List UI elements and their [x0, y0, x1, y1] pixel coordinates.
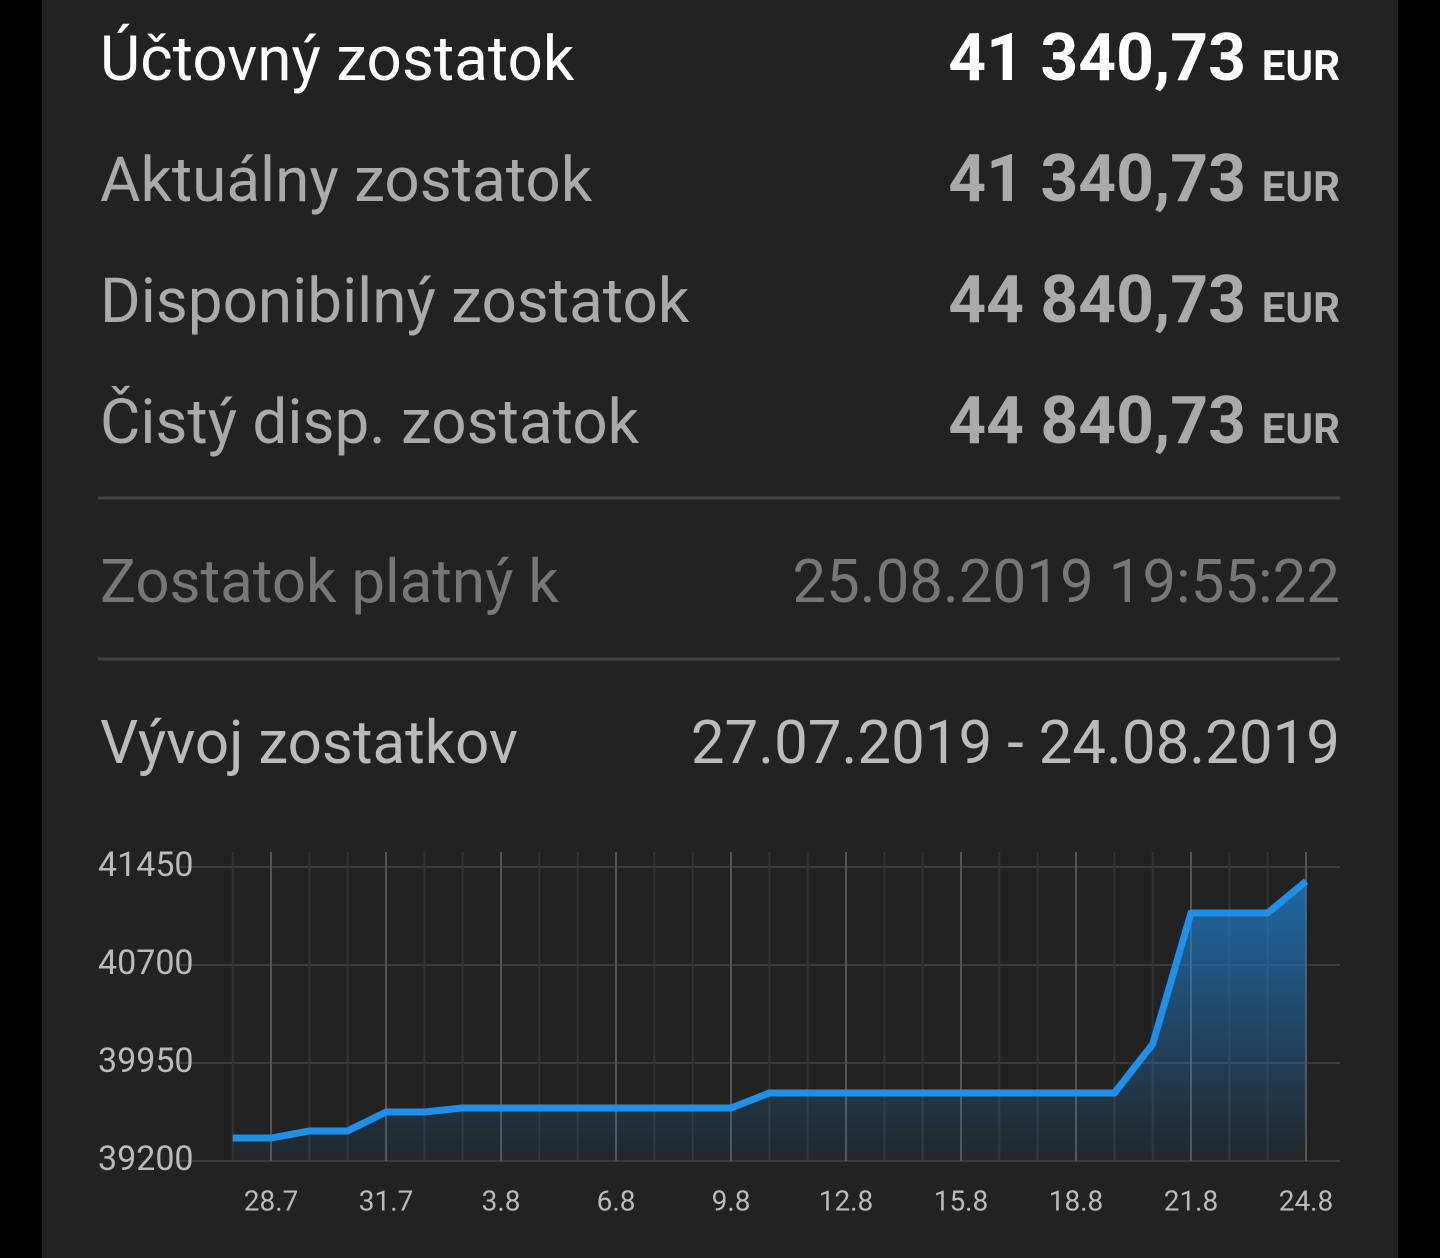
balance-label: Čistý disp. zostatok	[100, 386, 640, 459]
x-tick-label: 18.8	[1049, 1184, 1104, 1217]
history-label: Vývoj zostatkov	[100, 707, 518, 778]
x-tick-label: 28.7	[244, 1184, 299, 1217]
balance-amount: 41 340,73	[948, 141, 1246, 218]
x-tick-label: 9.8	[712, 1184, 751, 1217]
balance-label: Disponibilný zostatok	[100, 265, 690, 338]
line	[232, 878, 1309, 1142]
balance-currency: EUR	[1262, 405, 1340, 454]
balance-currency: EUR	[1262, 284, 1340, 333]
y-tick-label: 40700	[98, 943, 194, 983]
balance-label: Aktuálny zostatok	[100, 144, 593, 217]
valid-value: 25.08.2019 19:55:22	[792, 546, 1340, 617]
y-tick-label: 41450	[98, 845, 194, 885]
y-tick-label: 39200	[98, 1139, 194, 1179]
history-period: 27.07.2019 - 24.08.2019	[691, 707, 1340, 778]
x-tick-label: 12.8	[819, 1184, 874, 1217]
balance-amount: 44 840,73	[948, 262, 1246, 339]
balance-amount: 41 340,73	[948, 20, 1246, 97]
x-tick-label: 15.8	[934, 1184, 989, 1217]
x-tick-label: 3.8	[482, 1184, 521, 1217]
balance-currency: EUR	[1262, 163, 1340, 212]
y-tick-label: 39950	[98, 1041, 194, 1081]
x-tick-label: 31.7	[359, 1184, 414, 1217]
balance-amount: 44 840,73	[948, 383, 1246, 460]
x-tick-label: 21.8	[1164, 1184, 1219, 1217]
balance-currency: EUR	[1262, 42, 1340, 91]
x-tick-label: 24.8	[1279, 1184, 1334, 1217]
balance-label: Účtovný zostatok	[100, 23, 575, 96]
valid-label: Zostatok platný k	[100, 546, 559, 617]
x-tick-label: 6.8	[597, 1184, 636, 1217]
